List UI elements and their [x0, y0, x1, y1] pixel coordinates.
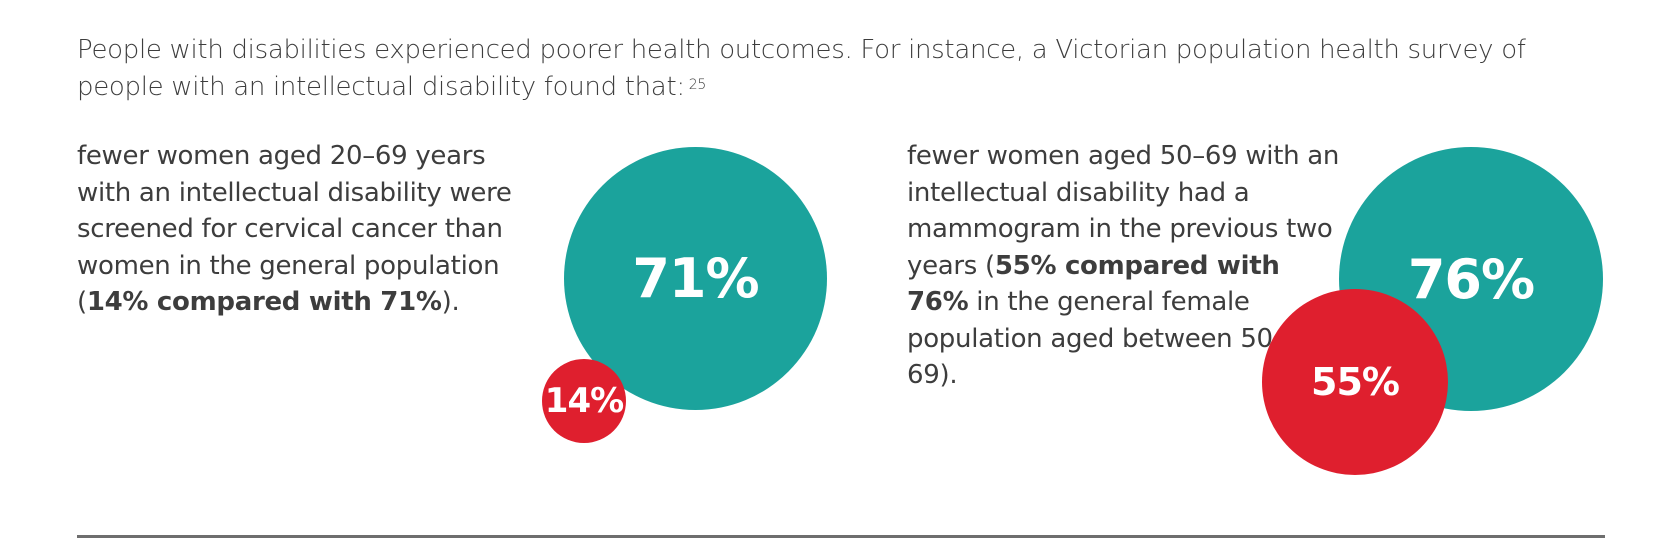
general-population-cervical-value: 71%	[632, 247, 759, 310]
intro-text: People with disabilities experienced poo…	[77, 35, 1526, 102]
cervical-text-after: ).	[441, 287, 460, 317]
general-population-mammogram-value: 76%	[1407, 247, 1535, 311]
intellectual-disability-cervical-circle: 14%	[542, 359, 626, 443]
intellectual-disability-mammogram-circle: 55%	[1262, 289, 1448, 475]
intro-paragraph: People with disabilities experienced poo…	[77, 32, 1617, 106]
cervical-text-bold: 14% compared with 71%	[86, 287, 442, 317]
footnote-reference: 25	[688, 77, 707, 93]
mammogram-text-after: in the general female population aged be…	[907, 287, 1329, 390]
mammogram-text: fewer women aged 50–69 with an intellect…	[907, 138, 1347, 394]
mammogram-text-bold: 55% compared with 76%	[907, 250, 1280, 318]
mammogram-text-before: fewer women aged 50–69 with an intellect…	[907, 141, 1340, 281]
intellectual-disability-cervical-value: 14%	[544, 381, 624, 421]
cervical-screening-text: fewer women aged 20–69 years with an int…	[77, 138, 547, 321]
bottom-divider	[77, 535, 1605, 538]
intellectual-disability-mammogram-value: 55%	[1311, 360, 1400, 404]
cervical-text-before: fewer women aged 20–69 years with an int…	[77, 141, 512, 317]
